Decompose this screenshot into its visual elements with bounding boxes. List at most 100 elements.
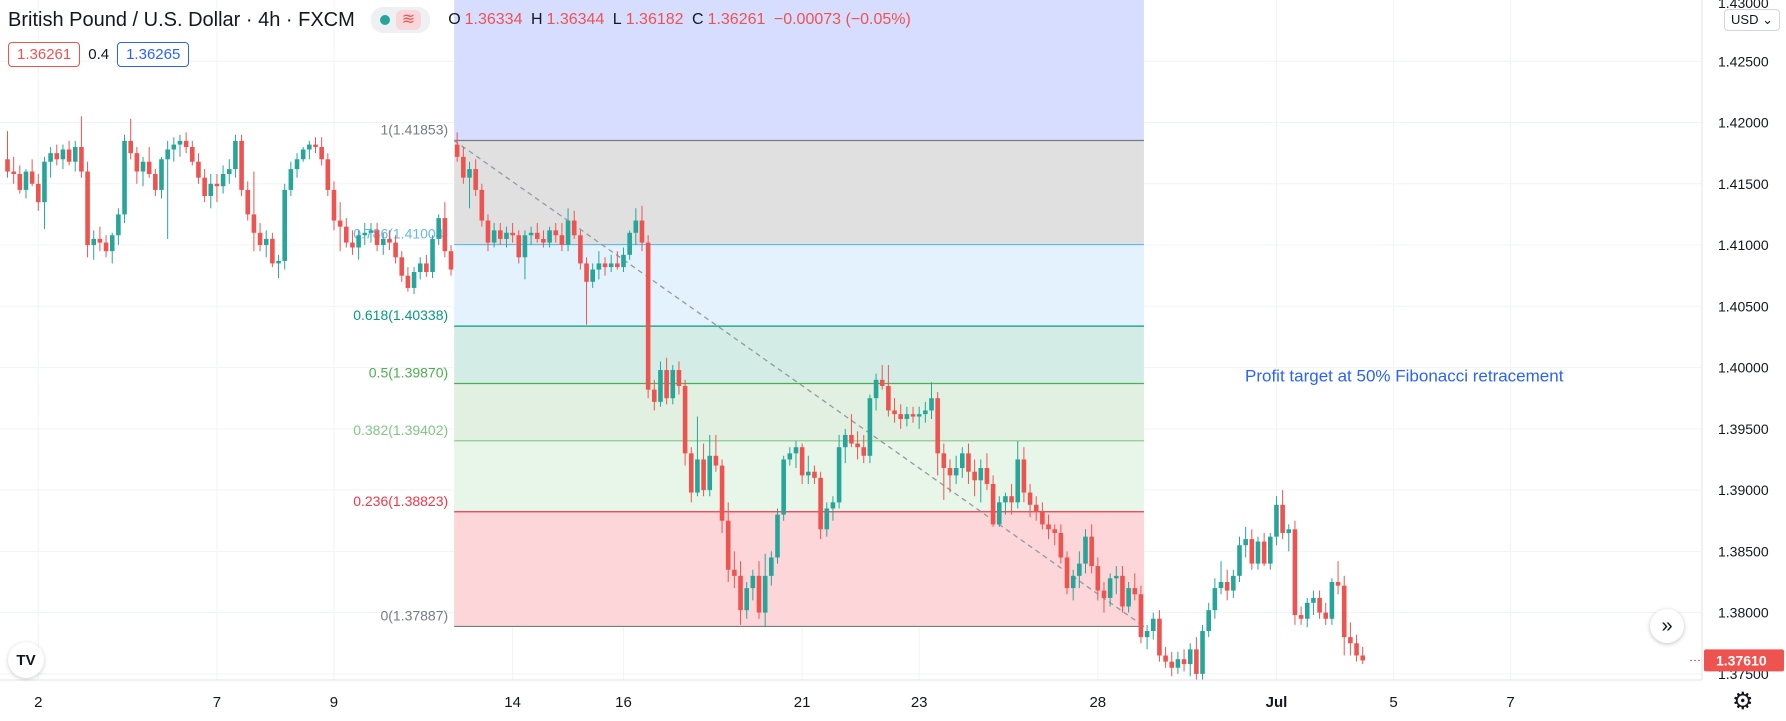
candle-body — [1335, 581, 1341, 586]
candle-body — [467, 169, 472, 178]
symbol-title[interactable]: British Pound / U.S. Dollar · 4h · FXCM — [8, 8, 355, 31]
candle-body — [362, 232, 368, 236]
fib-level-label: 0.618(1.40338) — [353, 307, 448, 323]
candle-body — [849, 434, 854, 444]
candle-body — [584, 263, 589, 282]
candle — [547, 226, 552, 248]
chevron-down-icon: ⌄ — [1762, 12, 1773, 27]
candle — [1261, 532, 1267, 567]
candle-body — [91, 238, 97, 246]
currency-select[interactable]: USD ⌄ — [1724, 9, 1780, 31]
candle-body — [836, 447, 842, 503]
candle — [374, 222, 380, 252]
candle-body — [1298, 615, 1304, 619]
tradingview-logo-icon[interactable]: TV — [8, 642, 44, 678]
price-tick: 1.39000 — [1718, 482, 1769, 498]
candle-body — [966, 453, 971, 472]
candle — [1003, 492, 1008, 515]
buy-button[interactable]: 1.36265 — [117, 42, 190, 67]
candle — [1206, 602, 1211, 638]
candle-body — [910, 414, 916, 417]
candle-body — [1255, 541, 1261, 564]
candle-body — [1101, 590, 1107, 598]
candle-body — [1089, 536, 1094, 567]
candle-body — [830, 502, 836, 509]
candle-body — [516, 235, 522, 258]
candle-body — [411, 272, 417, 288]
candle — [1132, 573, 1138, 601]
fib-zone — [454, 140, 1144, 245]
candle — [1114, 566, 1119, 595]
candle-body — [898, 414, 903, 420]
candle — [664, 357, 669, 405]
fib-retracement: 1(1.41853)0.786(1.41004)0.618(1.40338)0.… — [353, 0, 1145, 628]
candle-body — [79, 147, 84, 172]
candle — [159, 156, 164, 199]
price-tick: 1.38000 — [1718, 605, 1769, 621]
gear-icon[interactable]: ⚙ — [1732, 688, 1754, 715]
scroll-to-realtime-icon[interactable]: » — [1650, 609, 1684, 643]
candle-body — [220, 173, 226, 187]
price-tick: 1.39500 — [1718, 421, 1769, 437]
candle — [1083, 529, 1088, 574]
time-axis-bg — [0, 680, 1702, 721]
candle — [109, 232, 115, 264]
candle — [356, 230, 361, 260]
fib-level-label: 0(1.37887) — [380, 607, 448, 623]
market-status[interactable]: ≋ — [370, 7, 431, 33]
candle — [134, 147, 140, 184]
candle-body — [1218, 581, 1224, 589]
candle — [257, 222, 263, 252]
candle-body — [1231, 575, 1236, 591]
candle — [399, 251, 405, 282]
candle — [116, 208, 121, 246]
candle-body — [337, 220, 343, 227]
candle — [510, 222, 515, 243]
candle — [892, 398, 897, 423]
candle-body — [892, 410, 897, 415]
candle-body — [263, 238, 269, 246]
price-tick: 1.42500 — [1718, 53, 1769, 69]
candle — [1181, 649, 1187, 672]
candle-body — [799, 447, 805, 476]
candle — [1033, 496, 1039, 521]
candle-body — [559, 235, 565, 246]
candle — [565, 208, 571, 252]
time-tick: 14 — [504, 694, 521, 711]
candle-body — [707, 455, 713, 491]
candle-body — [72, 147, 78, 162]
candle — [424, 254, 429, 277]
candle — [196, 153, 201, 184]
candle — [701, 443, 706, 497]
candle-body — [1169, 661, 1175, 668]
candle — [522, 230, 528, 280]
candle — [972, 459, 977, 497]
candle — [1274, 496, 1279, 546]
price-tick: 1.41000 — [1718, 237, 1769, 253]
candle-body — [621, 254, 626, 268]
candle-body — [417, 263, 423, 272]
candle-body — [1150, 618, 1156, 631]
candle-body — [399, 257, 405, 276]
quote-row: 1.36261 0.4 1.36265 — [8, 42, 190, 67]
candle — [1354, 634, 1359, 662]
candle-body — [23, 171, 29, 190]
candle-body — [1175, 659, 1181, 668]
sell-button[interactable]: 1.36261 — [8, 42, 81, 67]
candle-body — [153, 173, 158, 190]
candle-body — [282, 189, 287, 261]
candle-body — [1268, 536, 1273, 564]
candle — [66, 140, 72, 166]
candle — [676, 361, 682, 395]
candle-body — [1304, 602, 1310, 619]
candle — [615, 251, 620, 270]
candle-body — [879, 379, 885, 386]
candle — [1360, 646, 1365, 665]
candle — [775, 508, 780, 564]
candle-body — [867, 398, 873, 456]
candle-body — [806, 471, 811, 476]
candle — [867, 394, 873, 464]
candle-body — [1003, 496, 1008, 503]
candle — [1231, 569, 1236, 598]
